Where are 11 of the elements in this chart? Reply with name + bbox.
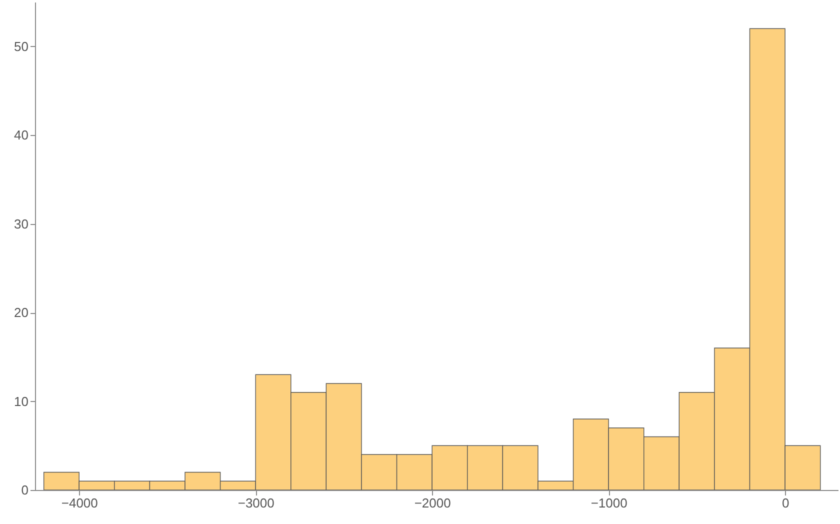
x-tick-label: −3000 (238, 496, 274, 510)
y-tick-label: 30 (14, 216, 28, 232)
y-tick-label: 50 (14, 38, 28, 54)
x-tick-label: −4000 (61, 496, 98, 510)
x-tick-label: 0 (782, 496, 790, 510)
y-tick-label: 10 (14, 394, 28, 409)
y-tick-label: 40 (14, 128, 28, 143)
x-tick-label: −1000 (590, 496, 628, 510)
y-tick-label: 0 (21, 482, 28, 498)
y-tick-label: 20 (14, 305, 28, 320)
x-tick-label: −2000 (414, 496, 451, 510)
